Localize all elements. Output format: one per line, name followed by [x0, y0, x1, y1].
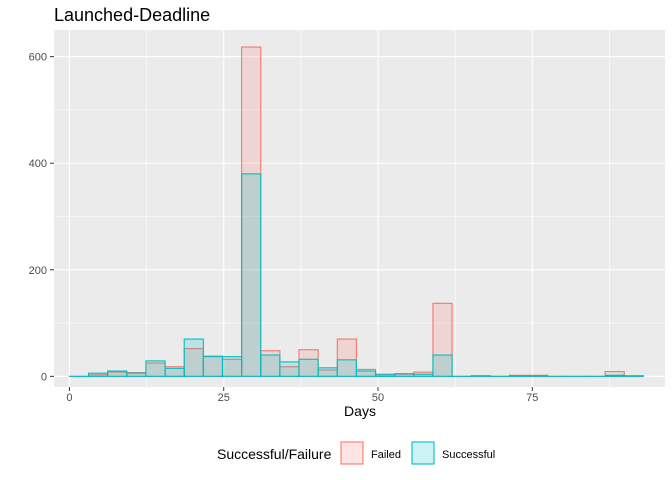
plot-panel: [54, 30, 665, 387]
bar-successful: [260, 354, 281, 377]
x-tick-label: 0: [66, 392, 72, 404]
x-tick-label: 50: [372, 392, 384, 404]
bar-successful: [88, 372, 109, 377]
y-tick-label: 200: [29, 265, 47, 277]
y-tick-label: 600: [29, 52, 47, 64]
bar-successful: [623, 375, 644, 377]
x-tick-label: 25: [218, 392, 230, 404]
bar-successful: [528, 375, 549, 377]
bar-successful: [508, 375, 530, 377]
bar-successful: [279, 361, 300, 377]
legend-label-failed: Failed: [371, 449, 401, 461]
bars: [68, 46, 644, 377]
bar-successful: [183, 338, 204, 377]
x-tick-label: 75: [526, 392, 538, 404]
legend-key-failed: [340, 441, 364, 465]
bar-successful: [317, 367, 338, 377]
bar-successful: [604, 374, 625, 377]
bar-successful: [355, 370, 377, 377]
axis-ticks: 0 25 50 75 0 200 400 600: [29, 52, 539, 404]
x-axis-title: Days: [344, 403, 376, 419]
legend: Successful/Failure Failed Successful: [217, 441, 495, 465]
bar-successful: [374, 374, 396, 377]
chart-title: Launched-Deadline: [54, 5, 210, 25]
series-successful: [68, 173, 644, 377]
bar-successful: [432, 354, 453, 377]
bar-successful: [298, 358, 319, 377]
bar-successful: [107, 370, 128, 377]
bar-successful: [145, 360, 166, 377]
bar-successful: [336, 359, 357, 377]
legend-key-successful: [411, 441, 435, 465]
bar-successful: [164, 367, 185, 377]
bar-successful: [394, 373, 415, 377]
bar-successful: [126, 372, 147, 377]
bar-successful: [221, 356, 243, 377]
y-tick-label: 400: [29, 158, 47, 170]
legend-label-successful: Successful: [442, 449, 495, 461]
bar-successful: [241, 173, 262, 377]
bar-successful: [413, 373, 434, 377]
y-tick-label: 0: [41, 371, 47, 383]
legend-title: Successful/Failure: [217, 446, 332, 462]
bar-successful: [202, 356, 224, 377]
bar-successful: [470, 375, 491, 377]
